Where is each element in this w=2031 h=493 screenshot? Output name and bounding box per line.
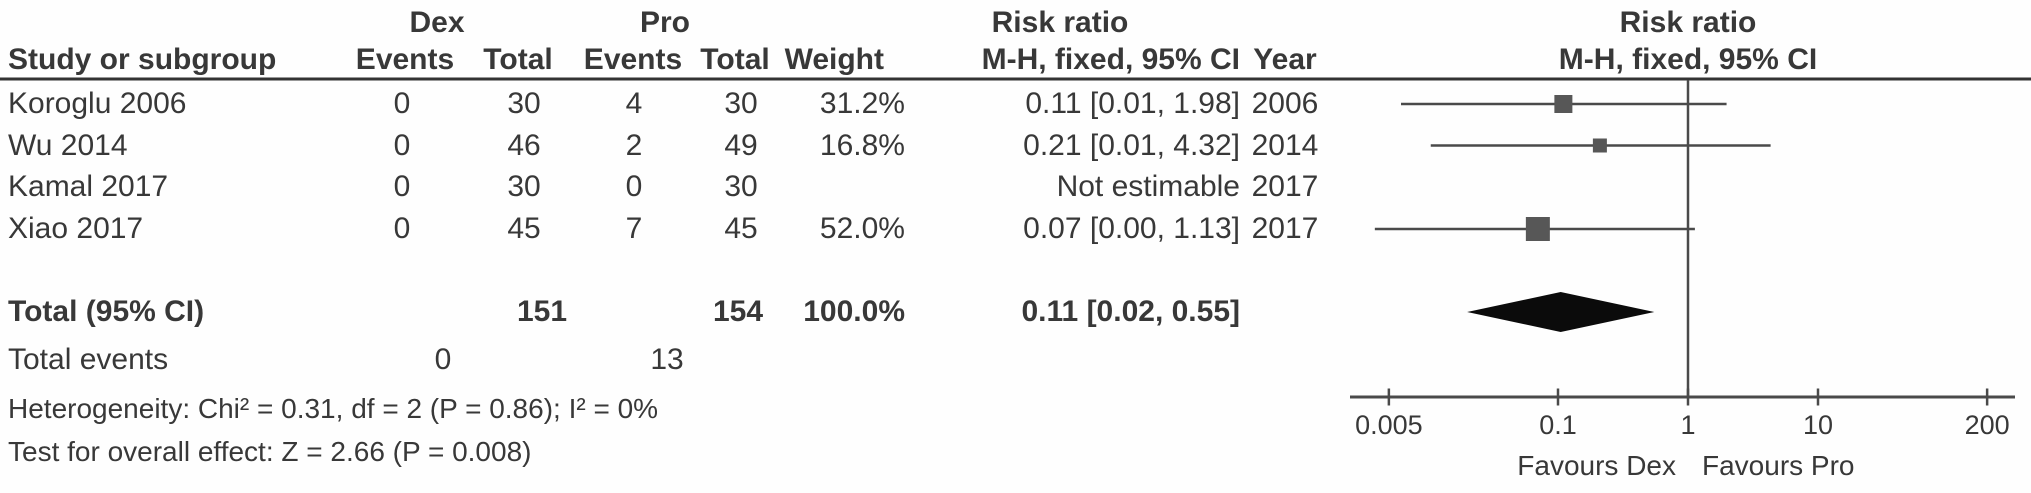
cell-pro-total: 45	[724, 212, 758, 245]
cell-pro-total: 30	[724, 87, 758, 120]
axis-tick-label: 200	[1964, 410, 2010, 440]
col-header-year: Year	[1253, 43, 1317, 76]
total-events-dex: 0	[434, 343, 452, 376]
cell-pro-events: 0	[625, 170, 643, 203]
cell-ci: 0.07 [0.00, 1.13]	[1023, 212, 1240, 245]
cell-year: 2006	[1251, 87, 1319, 120]
cell-study: Koroglu 2006	[8, 87, 187, 120]
effect-square	[1525, 217, 1550, 241]
risk-ratio-header-left: Risk ratio	[991, 6, 1129, 39]
total-pro-total: 154	[712, 295, 764, 328]
cell-weight: 31.2%	[819, 87, 905, 120]
axis-tick-label: 10	[1802, 410, 1834, 440]
col-header-pro-total: Total	[700, 43, 770, 76]
col-header-pro-events: Events	[583, 43, 683, 76]
overall-effect-text: Test for overall effect: Z = 2.66 (P = 0…	[8, 436, 532, 467]
cell-dex-total: 45	[507, 212, 541, 245]
col-header-study: Study or subgroup	[8, 43, 277, 76]
total-ci: 0.11 [0.02, 0.55]	[1021, 295, 1241, 328]
cell-pro-total: 49	[724, 128, 758, 162]
cell-pro-events: 4	[625, 87, 643, 120]
cell-dex-total: 30	[507, 87, 541, 120]
total-row-label: Total (95% CI)	[8, 295, 205, 328]
col-header-weight: Weight	[784, 43, 884, 76]
group-header-dex: Dex	[409, 6, 465, 39]
cell-dex-events: 0	[393, 170, 411, 203]
cell-ci: Not estimable	[1056, 170, 1240, 203]
cell-dex-events: 0	[393, 128, 411, 162]
cell-weight: 52.0%	[819, 212, 905, 245]
cell-year: 2017	[1251, 212, 1319, 245]
cell-weight: 16.8%	[819, 128, 905, 162]
cell-study: Kamal 2017	[8, 170, 169, 203]
cell-dex-events: 0	[393, 87, 411, 120]
cell-dex-total: 46	[507, 128, 541, 162]
cell-pro-events: 7	[625, 212, 643, 245]
risk-ratio-header-plot: Risk ratio	[1619, 6, 1757, 39]
col-header-dex-total: Total	[483, 43, 553, 76]
total-weight: 100.0%	[803, 295, 905, 328]
heterogeneity-text: Heterogeneity: Chi² = 0.31, df = 2 (P = …	[8, 393, 659, 424]
cell-year: 2017	[1251, 170, 1319, 203]
pooled-diamond	[1467, 292, 1655, 332]
effect-square	[1554, 95, 1573, 113]
cell-dex-events: 0	[393, 212, 411, 245]
cell-dex-total: 30	[507, 170, 541, 203]
col-header-mh-ci: M-H, fixed, 95% CI	[981, 43, 1240, 76]
cell-year: 2014	[1251, 128, 1319, 162]
mh-ci-header-plot: M-H, fixed, 95% CI	[1558, 43, 1818, 76]
axis-tick-label: 1	[1680, 410, 1696, 440]
col-header-dex-events: Events	[355, 43, 455, 76]
cell-study: Wu 2014	[8, 128, 128, 162]
group-header-pro: Pro	[639, 6, 691, 39]
favours-dex-label: Favours Dex	[1517, 450, 1676, 481]
total-events-pro: 13	[650, 343, 684, 376]
total-events-label: Total events	[8, 343, 169, 376]
axis-tick-label: 0.1	[1539, 410, 1577, 440]
total-dex-total: 151	[516, 295, 568, 328]
cell-ci: 0.21 [0.01, 4.32]	[1023, 128, 1240, 162]
cell-pro-total: 30	[724, 170, 758, 203]
effect-square	[1592, 138, 1607, 153]
cell-ci: 0.11 [0.01, 1.98]	[1025, 87, 1240, 120]
favours-pro-label: Favours Pro	[1702, 450, 1855, 481]
cell-study: Xiao 2017	[8, 212, 144, 245]
axis-tick-label: 0.005	[1355, 410, 1423, 440]
cell-pro-events: 2	[625, 128, 643, 162]
